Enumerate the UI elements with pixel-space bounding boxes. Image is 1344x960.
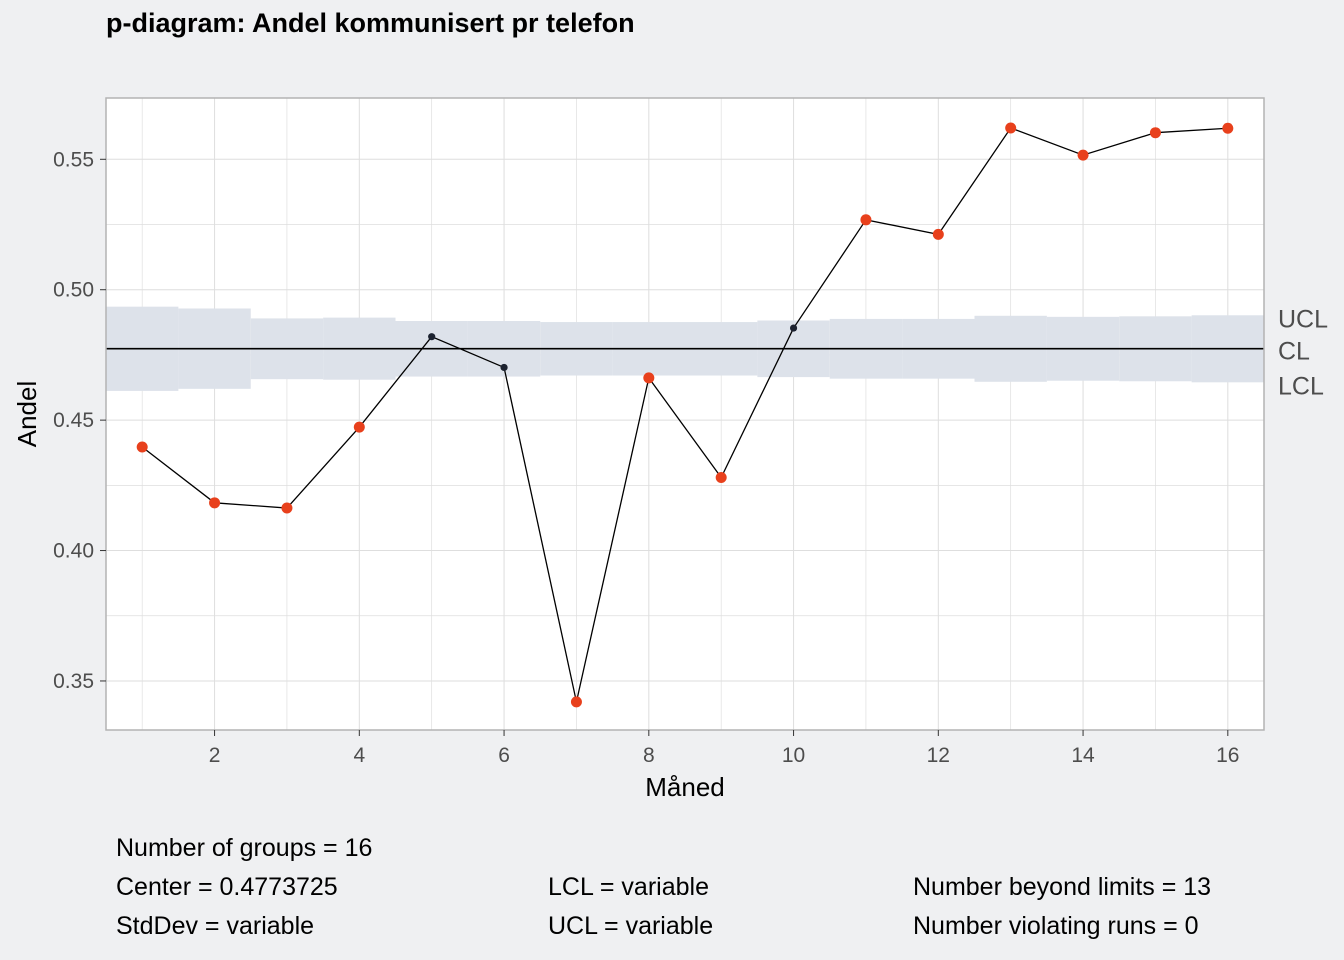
y-tick-label: 0.55 [53,148,94,171]
cl-label: CL [1278,338,1310,366]
stat-lcl: LCL = variable [548,873,709,901]
x-tick-label: 8 [643,744,655,767]
y-tick-label: 0.45 [53,409,94,432]
data-point [789,324,798,332]
data-point-beyond-limits [353,421,365,433]
stat-ucl: UCL = variable [548,912,714,940]
y-tick-label: 0.40 [53,540,94,563]
x-tick-label: 16 [1216,744,1239,767]
chart-title: p-diagram: Andel kommunisert pr telefon [106,8,635,38]
data-point-beyond-limits [643,372,655,384]
data-point-beyond-limits [860,214,872,226]
y-tick-label: 0.35 [53,670,94,693]
x-tick-label: 6 [498,744,510,767]
x-axis-label: Måned [645,772,725,802]
data-point-beyond-limits [1077,149,1089,161]
x-tick-label: 12 [927,744,950,767]
data-point-beyond-limits [1222,122,1234,134]
x-tick-label: 4 [353,744,365,767]
data-point-beyond-limits [932,228,944,240]
data-point-beyond-limits [570,696,582,708]
data-point [428,333,436,341]
plot-border [105,97,1265,731]
data-point-beyond-limits [1005,122,1017,134]
stat-stddev: StdDev = variable [116,912,315,940]
x-tick-label: 2 [209,744,221,767]
data-point-beyond-limits [715,472,727,484]
stat-beyond-limits: Number beyond limits = 13 [913,873,1212,901]
stat-groups: Number of groups = 16 [116,834,373,862]
plot-panel [106,98,1264,730]
y-axis-label: Andel [12,381,42,448]
x-tick-label: 14 [1071,744,1095,767]
lcl-label: LCL [1278,372,1324,400]
data-point-beyond-limits [136,441,148,453]
series-line [141,127,1228,702]
data-point-beyond-limits [281,502,293,514]
stat-violating-runs: Number violating runs = 0 [913,912,1199,940]
y-tick-label: 0.50 [53,279,94,302]
ucl-label: UCL [1278,305,1328,333]
data-point-beyond-limits [1149,127,1161,139]
stat-center: Center = 0.4773725 [116,873,338,901]
data-point-beyond-limits [209,497,221,509]
data-point [500,363,508,372]
x-tick-label: 10 [782,744,805,767]
